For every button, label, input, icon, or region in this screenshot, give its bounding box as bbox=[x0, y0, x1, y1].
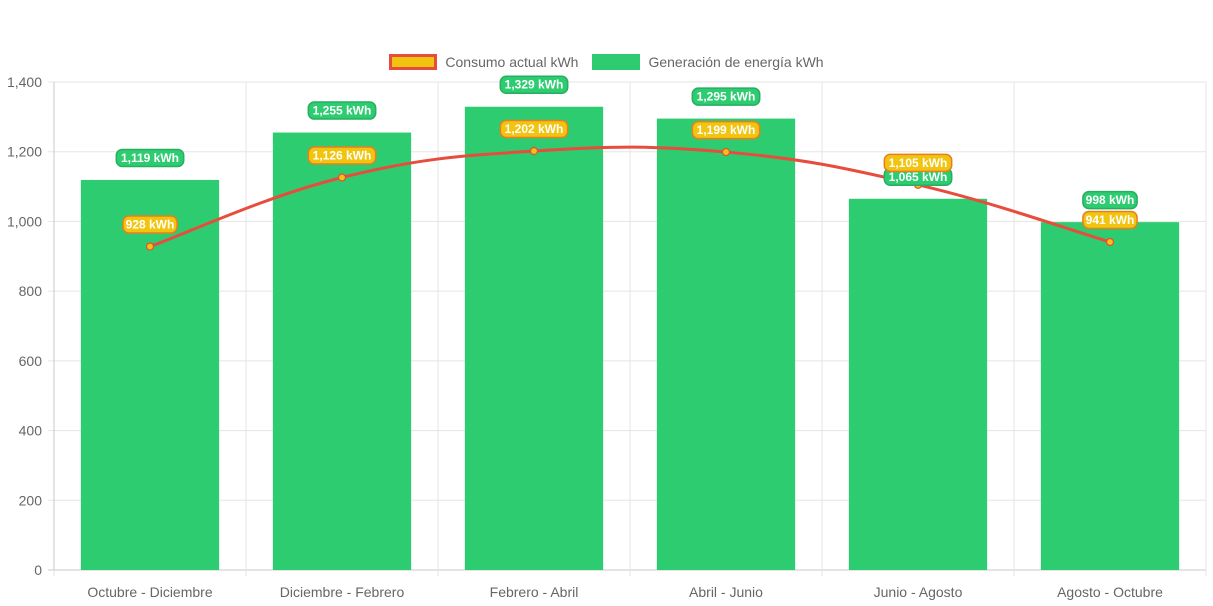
y-tick-label: 800 bbox=[19, 283, 43, 299]
legend-swatch-generacion bbox=[592, 54, 641, 70]
data-label-generacion: 1,065 kWh bbox=[883, 167, 953, 187]
bar-generacion[interactable] bbox=[848, 198, 988, 570]
data-label-generacion-bg bbox=[115, 148, 185, 168]
data-label-generacion: 998 kWh bbox=[1082, 190, 1138, 210]
data-label-consumo-text: 1,199 kWh bbox=[697, 123, 756, 137]
bar-generacion[interactable] bbox=[656, 118, 796, 570]
legend-label-generacion: Generación de energía kWh bbox=[648, 54, 824, 70]
bar-generacion[interactable] bbox=[1040, 222, 1180, 570]
data-label-consumo-text: 1,126 kWh bbox=[313, 149, 372, 163]
data-label-generacion: 1,329 kWh bbox=[499, 75, 569, 94]
y-tick-label: 400 bbox=[19, 423, 43, 439]
chart-legend: Consumo actual kWh Generación de energía… bbox=[0, 52, 1213, 72]
data-label-consumo: 928 kWh bbox=[122, 215, 178, 234]
data-label-consumo-bg bbox=[122, 215, 178, 234]
point-consumo[interactable] bbox=[529, 146, 539, 156]
y-tick-label: 1,200 bbox=[7, 144, 42, 160]
legend-label-consumo: Consumo actual kWh bbox=[445, 54, 579, 70]
data-label-consumo: 1,202 kWh bbox=[499, 119, 569, 139]
legend-item-consumo[interactable]: Consumo actual kWh bbox=[389, 54, 578, 70]
data-label-generacion: 1,119 kWh bbox=[115, 148, 185, 168]
data-label-generacion-text: 1,119 kWh bbox=[121, 151, 179, 165]
data-label-generacion-bg bbox=[1082, 190, 1138, 210]
bar-series bbox=[80, 106, 1180, 571]
point-consumo[interactable] bbox=[1105, 237, 1115, 247]
data-label-consumo-bg bbox=[307, 146, 377, 165]
data-label-consumo-bg bbox=[1082, 210, 1138, 230]
line-consumo bbox=[149, 145, 1111, 248]
point-consumo[interactable] bbox=[721, 147, 731, 157]
bar-generacion[interactable] bbox=[464, 106, 604, 571]
legend-swatch-consumo bbox=[389, 54, 438, 70]
data-label-generacion-text: 998 kWh bbox=[1086, 193, 1135, 207]
data-label-generacion-text: 1,255 kWh bbox=[313, 104, 372, 118]
y-tick-label: 1,400 bbox=[7, 74, 42, 90]
data-label-consumo-text: 928 kWh bbox=[126, 218, 175, 232]
y-tick-label: 0 bbox=[34, 562, 42, 578]
x-tick-label: Junio - Agosto bbox=[874, 584, 963, 600]
point-consumo[interactable] bbox=[145, 242, 155, 251]
data-label-generacion-bg bbox=[691, 87, 761, 106]
data-label-generacion: 1,295 kWh bbox=[691, 87, 761, 106]
x-tick-label: Abril - Junio bbox=[689, 584, 763, 600]
chart-grid bbox=[48, 81, 1207, 576]
point-consumo[interactable] bbox=[337, 173, 347, 182]
data-label-consumo: 1,105 kWh bbox=[883, 153, 953, 173]
data-label-consumo-text: 1,202 kWh bbox=[505, 122, 564, 136]
y-tick-label: 200 bbox=[19, 492, 43, 508]
data-label-generacion-text: 1,295 kWh bbox=[697, 90, 756, 104]
data-label-consumo-bg bbox=[883, 153, 953, 173]
x-tick-label: Octubre - Diciembre bbox=[87, 584, 212, 600]
data-label-generacion: 1,255 kWh bbox=[307, 101, 377, 120]
data-label-consumo: 941 kWh bbox=[1082, 210, 1138, 230]
chart-axes: 0 200 400 600 800 1,000 1,200 1,400 Octubre - Di… bbox=[7, 74, 1163, 600]
data-label-consumo-bg bbox=[499, 119, 569, 139]
x-tick-label: Agosto - Octubre bbox=[1057, 584, 1163, 600]
x-tick-label: Febrero - Abril bbox=[490, 584, 579, 600]
bar-generacion[interactable] bbox=[272, 132, 412, 571]
x-tick-label: Diciembre - Febrero bbox=[280, 584, 405, 600]
data-label-consumo: 1,199 kWh bbox=[691, 120, 761, 140]
bar-generacion[interactable] bbox=[80, 179, 220, 570]
y-tick-label: 1,000 bbox=[7, 213, 42, 229]
data-label-consumo-text: 1,105 kWh bbox=[889, 156, 948, 170]
data-label-generacion-text: 1,329 kWh bbox=[505, 78, 564, 92]
data-label-consumo-text: 941 kWh bbox=[1086, 213, 1135, 227]
y-tick-label: 600 bbox=[19, 353, 43, 369]
data-labels: 1,119 kWh 1,255 kWh 1,329 kWh 1,295 kWh 1,06… bbox=[115, 75, 1138, 234]
data-label-consumo-bg bbox=[691, 120, 761, 140]
data-label-generacion-bg bbox=[307, 101, 377, 120]
legend-item-generacion[interactable]: Generación de energía kWh bbox=[592, 54, 824, 70]
data-label-consumo: 1,126 kWh bbox=[307, 146, 377, 165]
data-label-generacion-text: 1,065 kWh bbox=[889, 170, 948, 184]
data-label-generacion-bg bbox=[499, 75, 569, 94]
